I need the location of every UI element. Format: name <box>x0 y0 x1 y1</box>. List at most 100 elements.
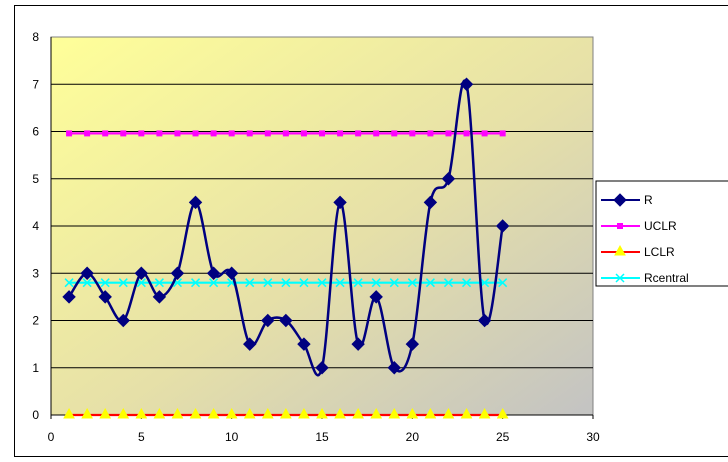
y-tick-label: 3 <box>32 266 39 280</box>
point-uclr <box>391 130 398 137</box>
point-lclr <box>442 407 455 419</box>
point-rcentral <box>425 278 435 288</box>
point-r <box>279 313 293 328</box>
point-uclr <box>66 130 73 137</box>
point-r <box>261 313 275 328</box>
point-uclr <box>445 130 452 137</box>
point-uclr <box>481 130 488 137</box>
legend-item-r: R <box>601 193 653 207</box>
point-r <box>297 337 311 351</box>
point-uclr <box>319 130 325 137</box>
point-rcentral <box>245 278 255 288</box>
point-rcentral <box>443 278 453 288</box>
point-uclr <box>427 130 434 137</box>
legend-item-uclr: UCLR <box>601 219 677 233</box>
point-r <box>369 290 383 304</box>
point-lclr <box>243 407 256 419</box>
y-tick-label: 2 <box>32 314 39 328</box>
point-uclr <box>463 130 470 137</box>
point-rcentral <box>371 278 381 288</box>
point-lclr <box>135 407 148 419</box>
point-r <box>405 337 420 351</box>
point-uclr <box>264 130 271 137</box>
point-r <box>423 195 438 210</box>
legend-marker <box>614 244 626 256</box>
point-lclr <box>316 407 328 419</box>
point-uclr <box>300 130 307 137</box>
point-r <box>351 337 365 351</box>
point-lclr <box>424 407 437 419</box>
x-tick-label: 0 <box>48 430 55 444</box>
point-uclr <box>156 130 163 137</box>
point-r <box>170 266 185 280</box>
point-uclr <box>282 130 289 137</box>
point-uclr <box>120 130 127 137</box>
point-r <box>224 266 239 280</box>
point-lclr <box>370 407 383 419</box>
legend-label: Rcentral <box>644 271 689 285</box>
point-rcentral <box>118 278 128 288</box>
y-tick-label: 4 <box>32 219 39 233</box>
series-uclr <box>66 130 506 137</box>
point-rcentral <box>191 278 201 288</box>
point-lclr <box>171 407 184 419</box>
point-uclr <box>409 130 416 137</box>
point-uclr <box>337 130 344 137</box>
point-r <box>62 290 76 304</box>
point-lclr <box>81 407 93 419</box>
point-uclr <box>246 130 253 137</box>
point-lclr <box>496 407 509 419</box>
point-lclr <box>225 407 238 419</box>
point-r <box>333 195 347 210</box>
legend-marker <box>615 273 625 283</box>
point-r <box>441 172 456 186</box>
point-lclr <box>298 407 310 419</box>
legend-label: LCLR <box>644 245 675 259</box>
point-rcentral <box>407 278 417 288</box>
point-rcentral <box>209 278 219 288</box>
y-tick-label: 6 <box>32 125 39 139</box>
x-tick-label: 25 <box>496 430 510 444</box>
point-lclr <box>153 407 166 419</box>
y-tick-label: 5 <box>32 172 39 186</box>
point-uclr <box>373 130 380 137</box>
legend-marker <box>613 193 627 207</box>
point-r <box>98 290 112 304</box>
series-lclr <box>63 407 509 419</box>
point-rcentral <box>64 278 74 288</box>
point-r <box>459 77 474 91</box>
point-r <box>477 313 492 328</box>
y-tick-label: 1 <box>32 361 39 375</box>
point-r <box>188 195 203 210</box>
point-lclr <box>334 407 346 419</box>
point-uclr <box>499 130 506 137</box>
point-lclr <box>261 407 274 419</box>
point-uclr <box>210 130 217 137</box>
legend-label: UCLR <box>644 219 677 233</box>
point-r <box>243 337 257 351</box>
point-rcentral <box>462 278 472 288</box>
point-r <box>152 290 167 304</box>
legend-label: R <box>644 193 653 207</box>
y-tick-label: 8 <box>32 30 39 44</box>
legend-marker <box>617 223 623 229</box>
point-lclr <box>352 407 364 419</box>
point-rcentral <box>389 278 399 288</box>
point-rcentral <box>317 278 327 288</box>
point-rcentral <box>299 278 309 288</box>
point-uclr <box>84 130 91 137</box>
point-lclr <box>406 407 419 419</box>
point-r <box>134 266 149 280</box>
point-lclr <box>99 407 112 419</box>
point-rcentral <box>498 278 508 288</box>
point-rcentral <box>82 278 92 288</box>
point-r <box>387 361 401 375</box>
point-lclr <box>388 407 401 419</box>
point-rcentral <box>281 278 291 288</box>
y-tick-label: 7 <box>32 77 39 91</box>
point-r <box>80 266 94 280</box>
point-lclr <box>189 407 202 419</box>
point-lclr <box>63 407 75 419</box>
point-rcentral <box>353 278 363 288</box>
